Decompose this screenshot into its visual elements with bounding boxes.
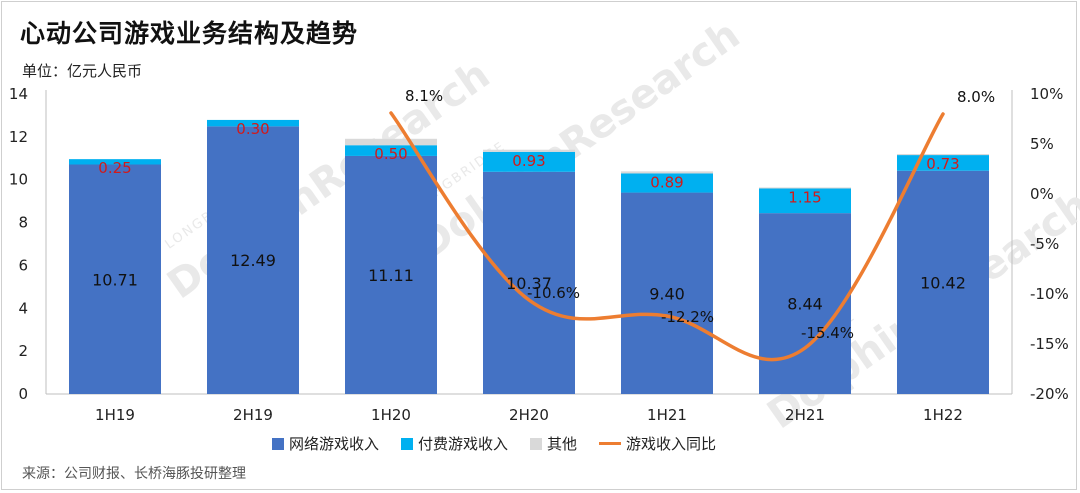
right-tick-label: -20% bbox=[1030, 385, 1069, 403]
yoy-value-label: 8.1% bbox=[405, 87, 443, 105]
bar-paid bbox=[207, 119, 299, 127]
paid-value-label: 0.73 bbox=[926, 155, 959, 173]
category-label: 1H21 bbox=[647, 406, 687, 424]
bar-online bbox=[897, 170, 989, 394]
chart-bars bbox=[69, 119, 989, 394]
legend-label-yoy: 游戏收入同比 bbox=[626, 435, 717, 453]
online-value-label: 10.37 bbox=[506, 274, 552, 293]
bar-online bbox=[759, 213, 851, 394]
legend-swatch-online bbox=[272, 437, 284, 450]
online-value-label: 10.42 bbox=[920, 273, 966, 292]
legend-swatch-yoy bbox=[599, 442, 622, 445]
bar-paid bbox=[483, 151, 575, 172]
bar-online bbox=[207, 126, 299, 394]
bar-paid bbox=[759, 188, 851, 214]
left-tick-label: 10 bbox=[9, 171, 28, 189]
legend-item-online: 网络游戏收入 bbox=[272, 433, 379, 454]
bar-other bbox=[345, 138, 437, 146]
yoy-value-label: -10.6% bbox=[527, 284, 580, 302]
unit-label: 单位：亿元人民币 bbox=[22, 62, 143, 80]
bar-other bbox=[897, 154, 989, 156]
bar-online bbox=[69, 164, 161, 394]
left-tick-label: 12 bbox=[9, 128, 28, 146]
source-note: 来源：公司财报、长桥海豚投研整理 bbox=[22, 466, 246, 482]
left-tick-label: 6 bbox=[18, 256, 28, 274]
legend-swatch-paid bbox=[401, 437, 414, 450]
paid-value-label: 1.15 bbox=[788, 189, 821, 207]
legend-label-online: 网络游戏收入 bbox=[289, 435, 380, 453]
bar-paid bbox=[69, 159, 161, 165]
right-tick-label: 5% bbox=[1030, 135, 1054, 153]
bar-online bbox=[345, 155, 437, 394]
online-value-label: 10.71 bbox=[92, 270, 138, 289]
legend-swatch-other bbox=[530, 437, 543, 450]
paid-value-label: 0.25 bbox=[98, 159, 131, 177]
bar-other bbox=[759, 187, 851, 189]
chart-labels: 10.71 0.25 12.49 0.30 11.11 0.50 10.37 0.93 9.40… bbox=[92, 87, 995, 342]
category-label: 2H20 bbox=[509, 406, 549, 424]
bar-paid bbox=[621, 173, 713, 193]
left-tick-label: 2 bbox=[18, 342, 28, 360]
bar-other bbox=[621, 171, 713, 174]
legend-item-other: 其他 bbox=[530, 433, 577, 454]
online-value-label: 9.40 bbox=[649, 284, 685, 303]
category-label: 2H19 bbox=[233, 406, 273, 424]
category-label: 1H19 bbox=[95, 406, 135, 424]
paid-value-label: 0.30 bbox=[236, 120, 269, 138]
yoy-line-group bbox=[389, 111, 945, 362]
legend-label-other: 其他 bbox=[547, 435, 578, 453]
yoy-value-label: 8.0% bbox=[957, 88, 995, 106]
bar-online bbox=[483, 171, 575, 394]
legend-item-yoy: 游戏收入同比 bbox=[599, 433, 716, 454]
left-tick-label: 0 bbox=[18, 385, 28, 403]
paid-value-label: 0.50 bbox=[374, 145, 407, 163]
right-tick-label: 0% bbox=[1030, 185, 1054, 203]
yoy-line bbox=[389, 111, 945, 362]
legend: 网络游戏收入 付费游戏收入 其他 游戏收入同比 bbox=[272, 433, 716, 454]
left-tick-label: 8 bbox=[18, 214, 28, 232]
paid-value-label: 0.89 bbox=[650, 174, 683, 192]
right-tick-label: -10% bbox=[1030, 285, 1069, 303]
bar-online bbox=[621, 192, 713, 394]
legend-item-paid: 付费游戏收入 bbox=[401, 433, 508, 454]
left-tick-label: 14 bbox=[9, 85, 28, 103]
online-value-label: 8.44 bbox=[787, 295, 823, 314]
bar-paid bbox=[345, 145, 437, 156]
category-label: 2H21 bbox=[785, 406, 825, 424]
legend-label-paid: 付费游戏收入 bbox=[418, 435, 509, 453]
right-tick-label: -5% bbox=[1030, 235, 1059, 253]
online-value-label: 12.49 bbox=[230, 251, 276, 270]
yoy-value-label: -15.4% bbox=[801, 324, 854, 342]
online-value-label: 11.11 bbox=[368, 266, 414, 285]
category-label: 1H22 bbox=[923, 406, 963, 424]
chart-title: 心动公司游戏业务结构及趋势 bbox=[20, 19, 359, 48]
yoy-value-label: -12.2% bbox=[661, 308, 714, 326]
paid-value-label: 0.93 bbox=[512, 152, 545, 170]
right-tick-label: -15% bbox=[1030, 335, 1069, 353]
bar-other bbox=[483, 149, 575, 152]
right-tick-label: 10% bbox=[1030, 85, 1063, 103]
category-label: 1H20 bbox=[371, 406, 411, 424]
left-tick-label: 4 bbox=[18, 299, 28, 317]
